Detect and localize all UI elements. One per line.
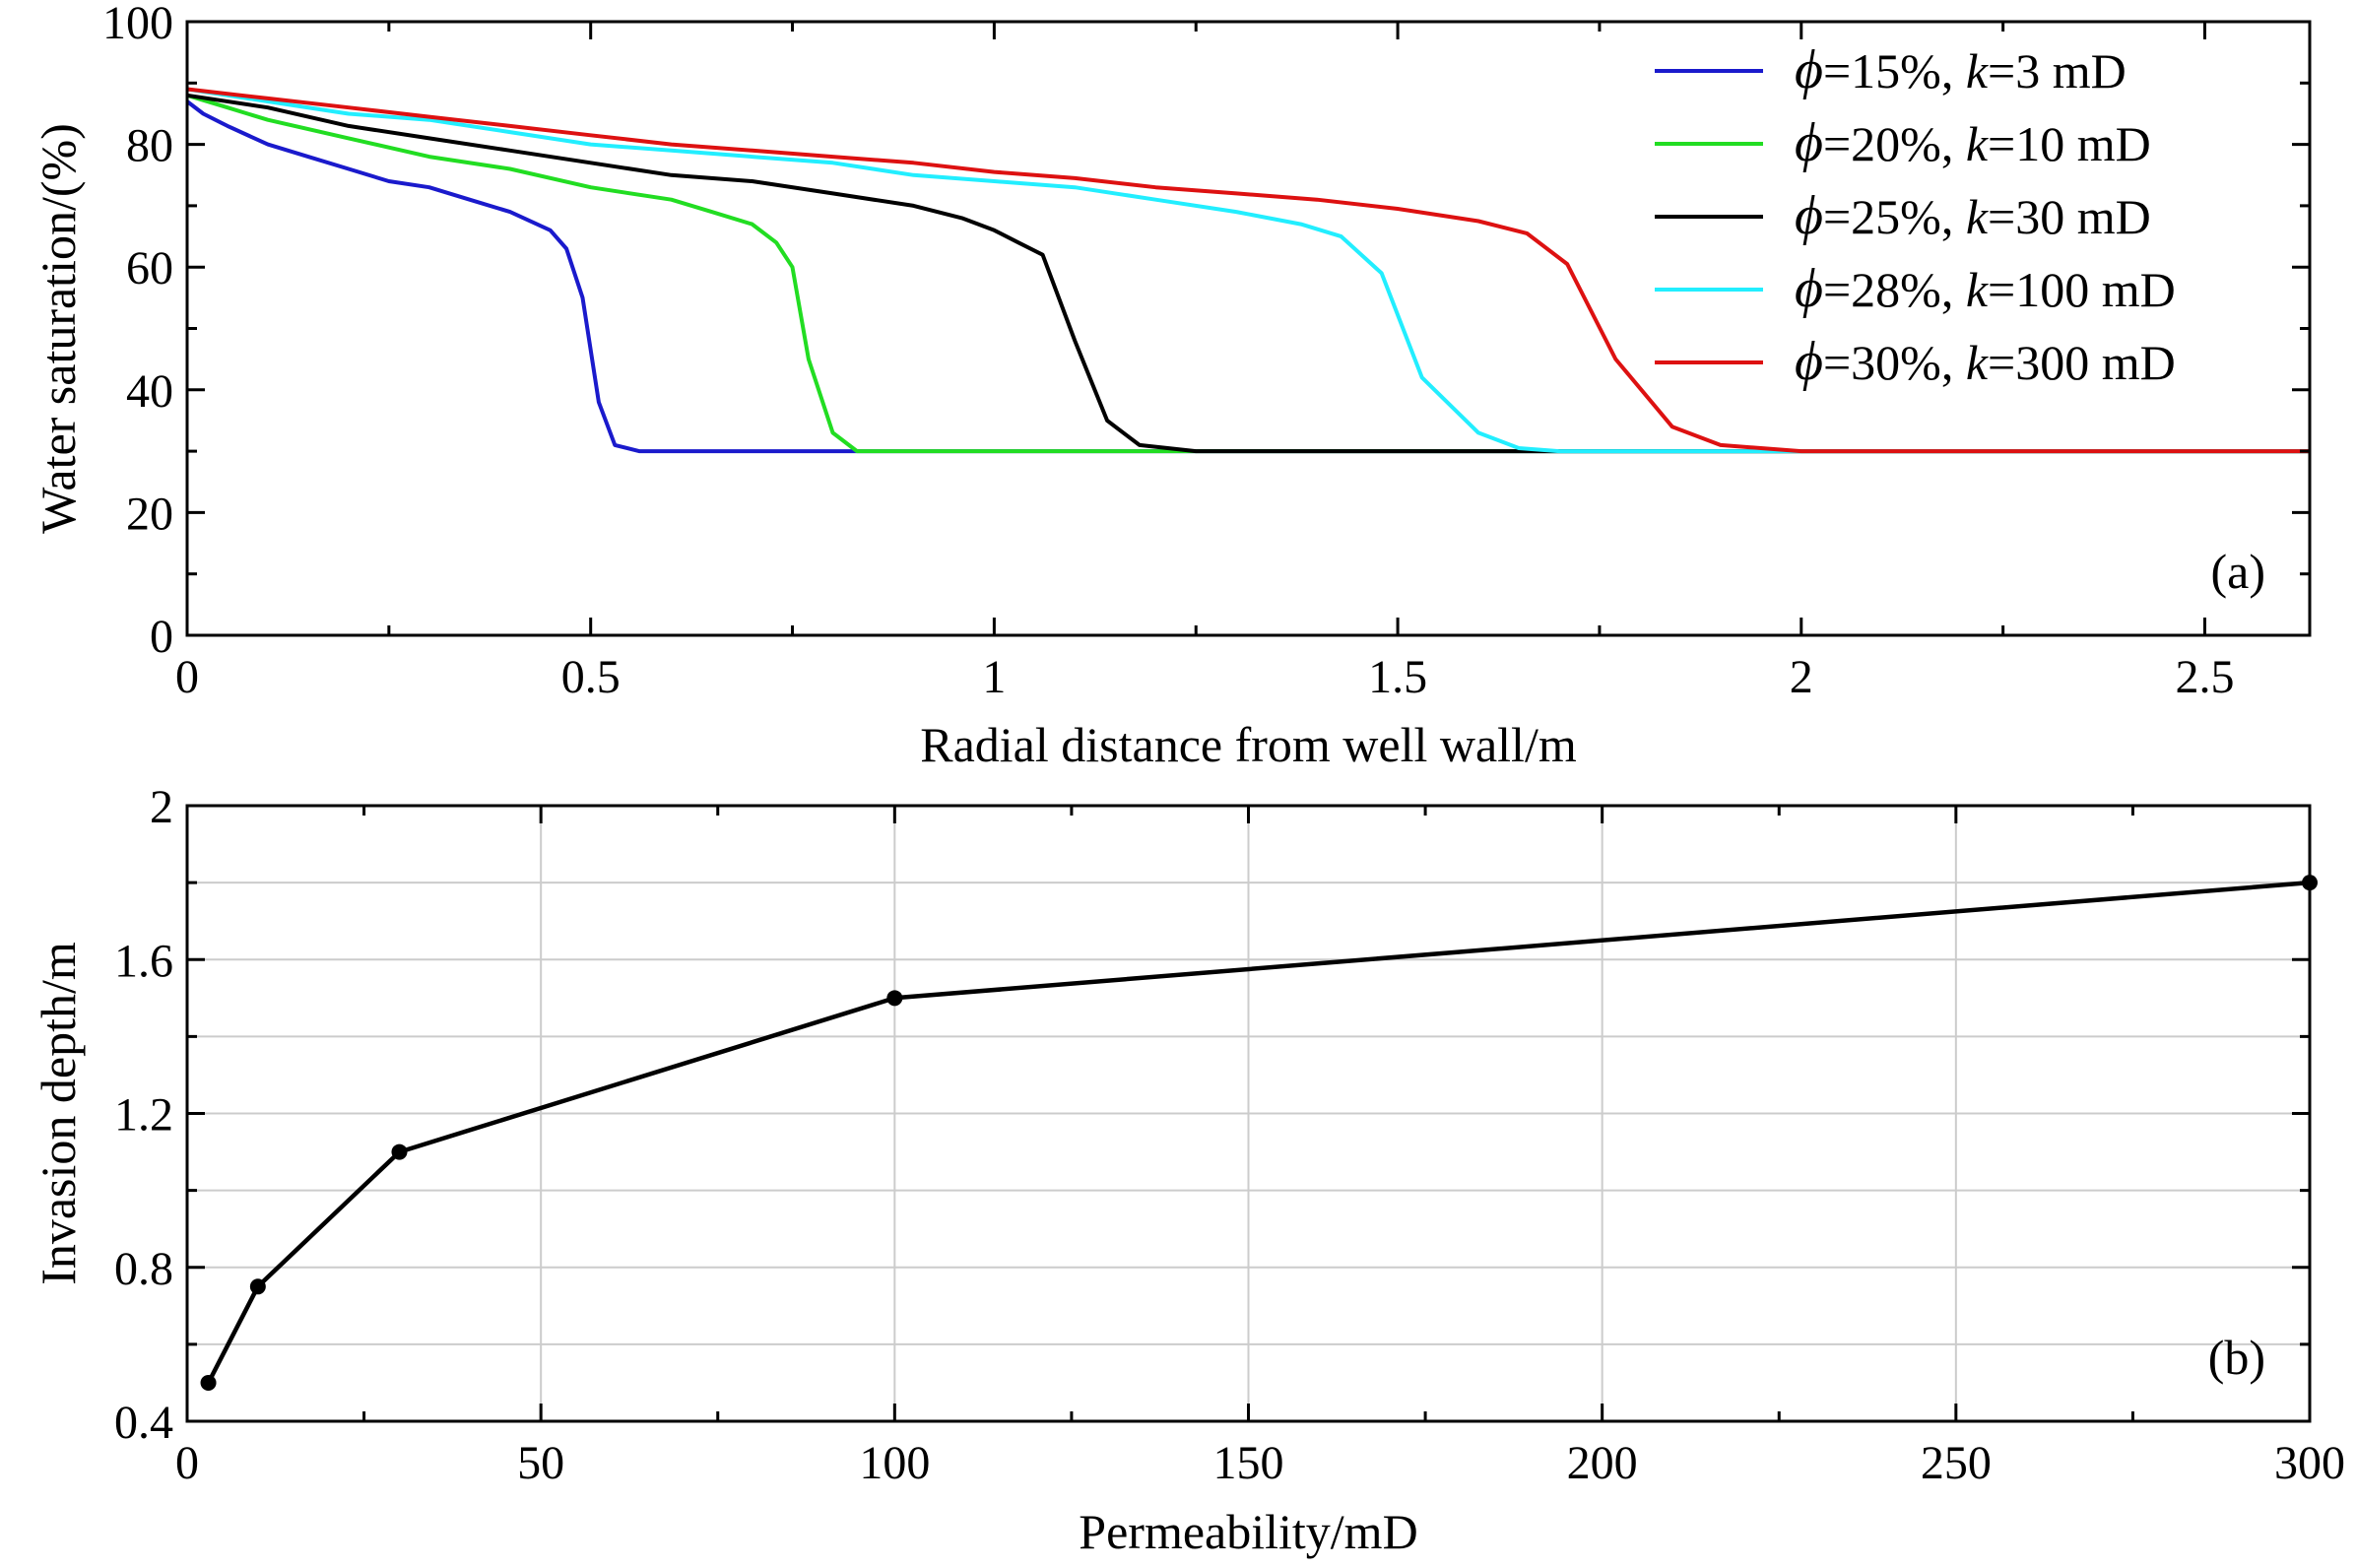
x-tick-label: 150 — [1213, 1437, 1284, 1489]
data-point — [200, 1374, 217, 1391]
x-tick-label: 50 — [517, 1437, 564, 1489]
x-axis-title: Permeability/mD — [1079, 1504, 1417, 1559]
legend-entry: ϕ=20%, k=10 mD — [1795, 112, 2151, 173]
y-tick-label: 2 — [150, 781, 173, 833]
x-tick-label: 250 — [1921, 1437, 1992, 1489]
y-tick-label: 0.8 — [114, 1243, 173, 1295]
panel-a: 0 0.5 1 1.5 2 2.5 0 20 40 60 80 100 Radial distance… — [31, 0, 2312, 772]
x-axis-title: Radial distance from well wall/m — [920, 717, 1577, 772]
y-tick-label: 40 — [126, 365, 173, 418]
y-tick-label: 1.2 — [114, 1089, 173, 1142]
series-line-1 — [185, 99, 2310, 454]
y-tick-label: 0 — [150, 611, 173, 663]
y-tick-label: 100 — [102, 0, 173, 49]
grid — [186, 805, 2311, 1422]
legend-entry: ϕ=15%, k=3 mD — [1795, 39, 2127, 100]
panel-label: (b) — [2208, 1330, 2265, 1385]
legend-entry: ϕ=28%, k=100 mD — [1795, 258, 2176, 319]
x-tick-label: 1.5 — [1368, 651, 1427, 703]
data-point — [249, 1278, 266, 1295]
y-tick-label: 80 — [126, 120, 173, 172]
series-line-1 — [206, 880, 2311, 1384]
x-tick-label: 200 — [1567, 1437, 1638, 1489]
panel-b: 0 50 100 150 200 250 300 0.4 0.8 1.2 1.6 2 Permeabi… — [31, 781, 2345, 1559]
panel-label: (a) — [2211, 544, 2266, 599]
x-tick-label: 0 — [175, 1437, 199, 1489]
legend-entry: ϕ=25%, k=30 mD — [1795, 185, 2151, 246]
x-tick-label: 100 — [859, 1437, 930, 1489]
y-tick-label: 1.6 — [114, 935, 173, 987]
x-tick-label: 0 — [175, 651, 199, 703]
legend: ϕ=15%, k=3 mD ϕ=20%, k=10 mD ϕ=25%, k=30 m… — [1655, 39, 2176, 392]
x-tick-label: 300 — [2274, 1437, 2345, 1489]
legend-entry: ϕ=30%, k=300 mD — [1795, 331, 2176, 392]
y-tick-label: 60 — [126, 242, 173, 294]
x-tick-label: 0.5 — [561, 651, 621, 703]
y-tick-label: 0.4 — [114, 1397, 173, 1449]
series-line-3 — [186, 93, 2310, 454]
series-line-2 — [186, 93, 2310, 454]
plot-frame — [185, 20, 2312, 637]
series-line-4 — [186, 87, 2310, 454]
x-tick-label: 1 — [982, 651, 1006, 703]
y-axis-title: Invasion depth/m — [31, 942, 86, 1285]
series-line-5 — [186, 87, 2310, 454]
y-tick-label: 20 — [126, 488, 173, 540]
x-tick-label: 2.5 — [2175, 651, 2234, 703]
data-point — [391, 1143, 408, 1160]
data-point — [886, 990, 903, 1007]
x-tick-label: 2 — [1790, 651, 1813, 703]
y-axis-title: Water saturation/(%) — [31, 123, 86, 534]
